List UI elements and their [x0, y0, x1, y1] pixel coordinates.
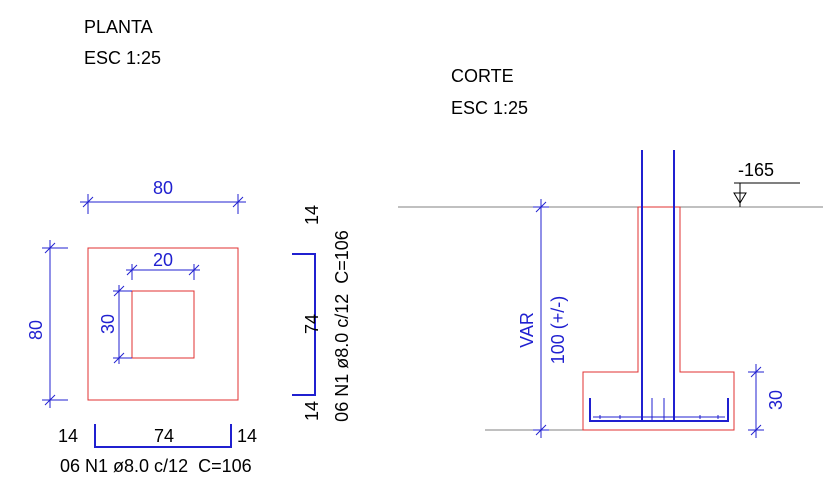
dimension-footing-height-label: 30	[766, 390, 786, 410]
dimension-width	[80, 194, 246, 214]
rebar-right-length: 74	[302, 314, 322, 334]
dimension-column-height	[113, 285, 132, 364]
rebar-bottom	[94, 424, 232, 448]
dimension-width-label: 80	[153, 178, 173, 198]
dimension-height	[42, 240, 68, 408]
corte-view: CORTE ESC 1:25 -165	[398, 66, 823, 438]
footing-section	[582, 206, 735, 431]
column-outline-plan	[131, 290, 195, 359]
dimension-column-width	[126, 264, 200, 280]
dimension-height-label: 80	[26, 320, 46, 340]
rebar-right	[292, 253, 316, 396]
dimension-depth-label: 100 (+/-)	[548, 296, 568, 365]
level-label: -165	[738, 160, 774, 180]
dimension-depth	[533, 199, 549, 438]
planta-view: PLANTA ESC 1:25 80 80	[26, 17, 352, 476]
footing-mesh	[589, 398, 729, 422]
rebar-bottom-left-hook: 14	[58, 426, 78, 446]
rebar-bottom-length: 74	[154, 426, 174, 446]
dimension-column-width-label: 20	[153, 250, 173, 270]
dimension-column-height-label: 30	[98, 314, 118, 334]
rebar-right-spec: 06 N1 ø8.0 c/12 C=106	[332, 230, 352, 422]
planta-scale: ESC 1:25	[84, 48, 161, 68]
planta-title: PLANTA	[84, 17, 153, 37]
dimension-footing-height	[748, 364, 764, 438]
rebar-right-bottom-hook: 14	[302, 401, 322, 421]
corte-title: CORTE	[451, 66, 514, 86]
footing-outline-plan	[87, 247, 239, 401]
rebar-right-top-hook: 14	[302, 205, 322, 225]
rebar-bottom-spec: 06 N1 ø8.0 c/12 C=106	[60, 456, 252, 476]
level-marker	[733, 182, 800, 207]
corte-scale: ESC 1:25	[451, 98, 528, 118]
dimension-var-label: VAR	[517, 312, 537, 348]
rebar-bottom-right-hook: 14	[237, 426, 257, 446]
